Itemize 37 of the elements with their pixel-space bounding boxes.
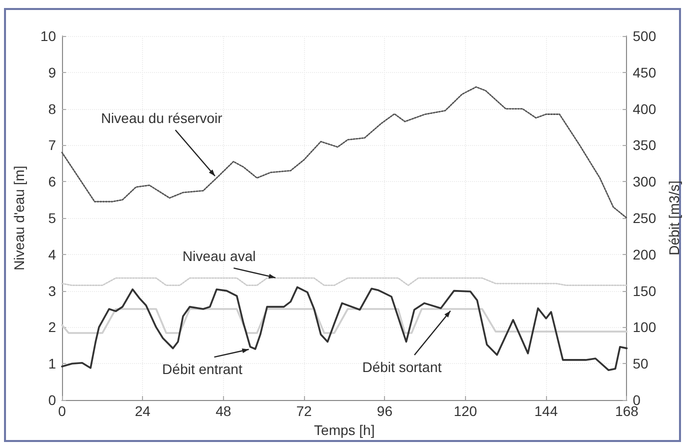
y2-tick-label: 400	[632, 100, 656, 117]
y-tick-label: 8	[48, 100, 56, 117]
y2-tick-label: 250	[632, 210, 656, 226]
x-tick-label: 24	[134, 403, 151, 419]
y-tick-label: 2	[48, 319, 56, 336]
y-tick-label: 10	[40, 28, 56, 44]
y-tick-label: 0	[48, 392, 56, 408]
line-series	[61, 86, 628, 219]
y-tick-label: 1	[48, 356, 56, 372]
y-tick-label: 7	[48, 137, 56, 154]
y-tick-label: 9	[48, 64, 56, 80]
y2-axis-title: Débit [m3/s]	[666, 180, 682, 256]
annotation: Débit sortant	[362, 359, 442, 375]
x-tick-label: 72	[296, 403, 312, 419]
annotation: Niveau aval	[182, 248, 256, 264]
x-tick-label: 96	[376, 403, 393, 419]
y-axis-title: Niveau d'eau [m]	[11, 166, 27, 270]
y-tick-label: 5	[48, 210, 56, 226]
x-tick-label: 48	[216, 403, 232, 419]
x-tick-label: 120	[454, 403, 478, 419]
y2-tick-label: 500	[632, 28, 656, 44]
y2-tick-label: 50	[632, 356, 649, 372]
y2-tick-label: 100	[632, 319, 656, 336]
y-tick-label: 6	[48, 174, 56, 190]
line-series	[61, 308, 628, 334]
y2-tick-label: 200	[632, 246, 656, 262]
annotation: Débit entrant	[162, 361, 242, 378]
x-tick-label: 0	[58, 403, 66, 419]
y-tick-label: 3	[48, 282, 56, 299]
y-tick-label: 4	[48, 246, 56, 262]
y2-tick-label: 150	[632, 282, 656, 299]
y2-tick-label: 350	[632, 137, 656, 154]
x-axis-title: Temps [h]	[314, 422, 375, 438]
x-tick-label: 144	[534, 403, 558, 419]
y2-tick-label: 300	[632, 174, 656, 190]
annotation: Niveau du réservoir	[100, 110, 223, 126]
y2-tick-label: 450	[632, 64, 656, 80]
